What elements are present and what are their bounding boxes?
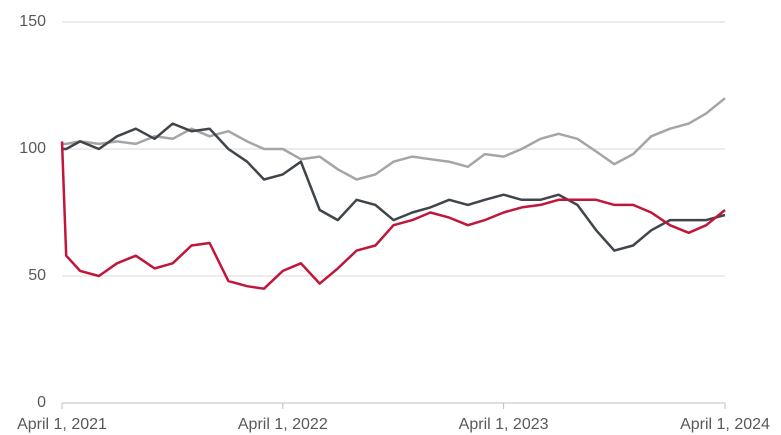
x-tick-label: April 1, 2022 [238, 416, 328, 433]
y-tick-label: 150 [19, 13, 46, 30]
y-tick-label: 100 [19, 140, 46, 157]
x-tick-label: April 1, 2021 [17, 416, 107, 433]
series-line [60, 141, 726, 290]
y-tick-label: 0 [37, 394, 46, 411]
y-tick-label: 50 [28, 267, 46, 284]
series-line [62, 122, 726, 252]
x-tick-label: April 1, 2024 [680, 416, 770, 433]
series-line [62, 97, 726, 181]
x-tick-label: April 1, 2023 [459, 416, 549, 433]
